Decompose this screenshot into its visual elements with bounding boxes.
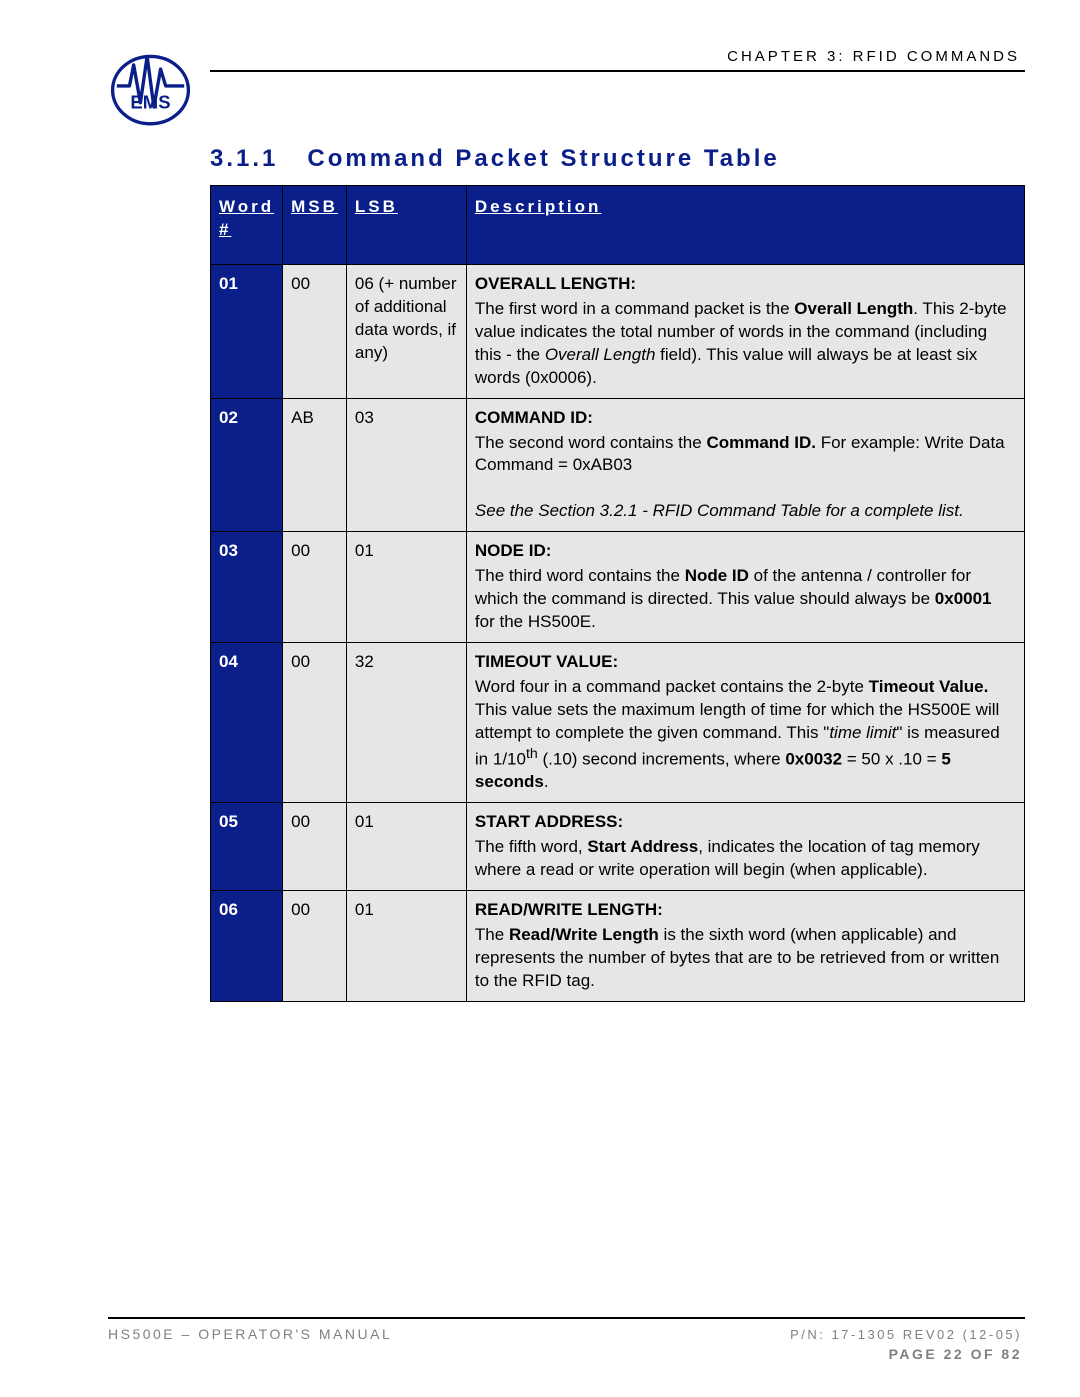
cell-word: 02: [211, 398, 283, 532]
cell-description: OVERALL LENGTH:The first word in a comma…: [466, 264, 1024, 398]
section-title: 3.1.1 Command Packet Structure Table: [210, 145, 1025, 173]
cell-lsb: 01: [346, 803, 466, 891]
table-row: 040032TIMEOUT VALUE:Word four in a comma…: [211, 643, 1025, 803]
cell-lsb: 32: [346, 643, 466, 803]
col-msb: MSB: [283, 186, 347, 265]
cell-word: 04: [211, 643, 283, 803]
footer-page: PAGE 22 OF 82: [889, 1346, 1022, 1362]
cell-msb: 00: [283, 803, 347, 891]
section-heading: Command Packet Structure Table: [307, 145, 779, 172]
cell-word: 03: [211, 532, 283, 643]
cell-msb: AB: [283, 398, 347, 532]
cell-description: READ/WRITE LENGTH:The Read/Write Length …: [466, 891, 1024, 1002]
cell-msb: 00: [283, 643, 347, 803]
col-word: Word #: [211, 186, 283, 265]
table-row: 010006 (+ number of additional data word…: [211, 264, 1025, 398]
header-rule: [210, 70, 1025, 72]
table-row: 050001START ADDRESS:The fifth word, Star…: [211, 803, 1025, 891]
packet-structure-table: Word # MSB LSB Description 010006 (+ num…: [210, 185, 1025, 1002]
cell-word: 01: [211, 264, 283, 398]
chapter-label: CHAPTER 3: RFID COMMANDS: [727, 48, 1020, 65]
cell-description: NODE ID:The third word contains the Node…: [466, 532, 1024, 643]
footer-rule: [108, 1317, 1025, 1319]
cell-lsb: 03: [346, 398, 466, 532]
cell-msb: 00: [283, 532, 347, 643]
footer-left: HS500E – OPERATOR'S MANUAL: [108, 1326, 392, 1342]
footer-right: P/N: 17-1305 REV02 (12-05): [790, 1327, 1022, 1342]
table-header-row: Word # MSB LSB Description: [211, 186, 1025, 265]
table-row: 030001NODE ID:The third word contains th…: [211, 532, 1025, 643]
cell-description: TIMEOUT VALUE:Word four in a command pac…: [466, 643, 1024, 803]
cell-lsb: 06 (+ number of additional data words, i…: [346, 264, 466, 398]
cell-msb: 00: [283, 264, 347, 398]
cell-lsb: 01: [346, 532, 466, 643]
ems-logo: EMS: [108, 48, 193, 128]
cell-word: 05: [211, 803, 283, 891]
section-number: 3.1.1: [210, 145, 278, 172]
main-content: 3.1.1 Command Packet Structure Table Wor…: [210, 145, 1025, 1002]
table-row: 02AB03COMMAND ID:The second word contain…: [211, 398, 1025, 532]
col-description: Description: [466, 186, 1024, 265]
col-lsb: LSB: [346, 186, 466, 265]
cell-description: START ADDRESS:The fifth word, Start Addr…: [466, 803, 1024, 891]
cell-lsb: 01: [346, 891, 466, 1002]
cell-description: COMMAND ID:The second word contains the …: [466, 398, 1024, 532]
cell-word: 06: [211, 891, 283, 1002]
table-row: 060001READ/WRITE LENGTH:The Read/Write L…: [211, 891, 1025, 1002]
cell-msb: 00: [283, 891, 347, 1002]
logo-text: EMS: [130, 92, 170, 113]
